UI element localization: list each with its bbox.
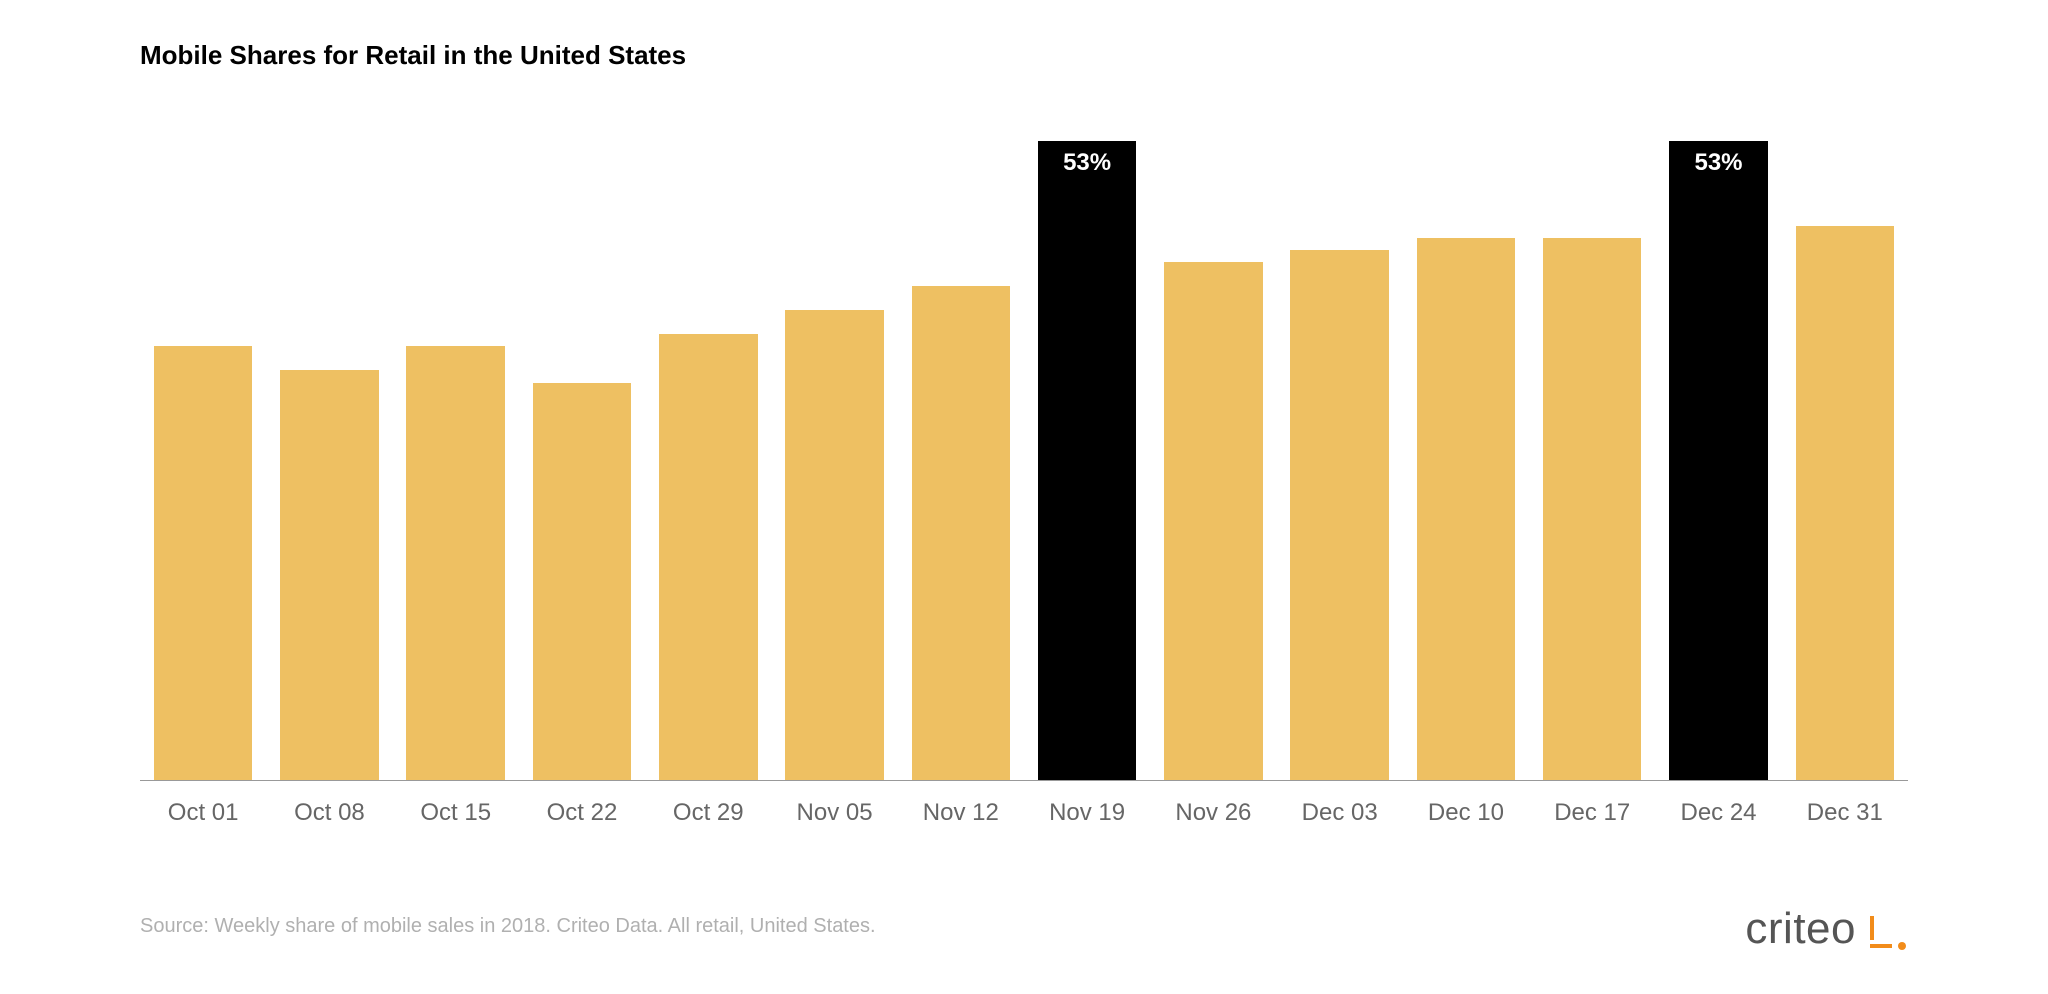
x-axis-label: Dec 10 xyxy=(1403,799,1529,827)
bar xyxy=(154,346,252,781)
bar-slot xyxy=(393,141,519,781)
bar-slot xyxy=(1529,141,1655,781)
logo-mark-icon xyxy=(1858,910,1898,954)
x-axis-label: Oct 29 xyxy=(645,799,771,827)
chart-container: Mobile Shares for Retail in the United S… xyxy=(0,0,2048,994)
bar-slot xyxy=(266,141,392,781)
bar-slot: 53% xyxy=(1655,141,1781,781)
x-axis-label: Dec 24 xyxy=(1655,799,1781,827)
bar-slot xyxy=(1403,141,1529,781)
bar xyxy=(1164,262,1262,781)
chart-area: 53% 53% xyxy=(140,141,1908,781)
bar: 53% xyxy=(1038,141,1136,781)
bar-value-label: 53% xyxy=(1669,149,1767,177)
x-axis-label: Nov 26 xyxy=(1150,799,1276,827)
x-axis-label: Nov 05 xyxy=(771,799,897,827)
bar xyxy=(406,346,504,781)
bar xyxy=(533,383,631,781)
bar-slot xyxy=(771,141,897,781)
bar-slot xyxy=(898,141,1024,781)
x-axis-label: Oct 15 xyxy=(393,799,519,827)
chart-title: Mobile Shares for Retail in the United S… xyxy=(140,40,1908,71)
criteo-logo: criteo xyxy=(1745,904,1898,954)
bar xyxy=(1417,238,1515,781)
x-axis-label: Dec 17 xyxy=(1529,799,1655,827)
bars-row: 53% 53% xyxy=(140,141,1908,781)
x-axis-labels: Oct 01Oct 08Oct 15Oct 22Oct 29Nov 05Nov … xyxy=(140,799,1908,827)
bar-slot: 53% xyxy=(1024,141,1150,781)
bar-slot xyxy=(519,141,645,781)
bar xyxy=(1796,226,1894,781)
bar xyxy=(1290,250,1388,781)
logo-text: criteo xyxy=(1745,904,1856,954)
x-axis-label: Oct 01 xyxy=(140,799,266,827)
source-text: Source: Weekly share of mobile sales in … xyxy=(140,915,876,938)
x-axis-label: Oct 22 xyxy=(519,799,645,827)
x-axis-label: Nov 19 xyxy=(1024,799,1150,827)
bar xyxy=(912,286,1010,781)
bar xyxy=(785,310,883,781)
x-axis-label: Oct 08 xyxy=(266,799,392,827)
bar xyxy=(659,334,757,781)
bar-slot xyxy=(645,141,771,781)
x-axis-label: Dec 31 xyxy=(1782,799,1908,827)
x-axis-line xyxy=(140,780,1908,781)
bar-slot xyxy=(1782,141,1908,781)
x-axis-label: Dec 03 xyxy=(1277,799,1403,827)
bar-value-label: 53% xyxy=(1038,149,1136,177)
bar xyxy=(280,370,378,781)
bar-slot xyxy=(140,141,266,781)
bar-slot xyxy=(1150,141,1276,781)
bar: 53% xyxy=(1669,141,1767,781)
x-axis-label: Nov 12 xyxy=(898,799,1024,827)
bar xyxy=(1543,238,1641,781)
bar-slot xyxy=(1277,141,1403,781)
